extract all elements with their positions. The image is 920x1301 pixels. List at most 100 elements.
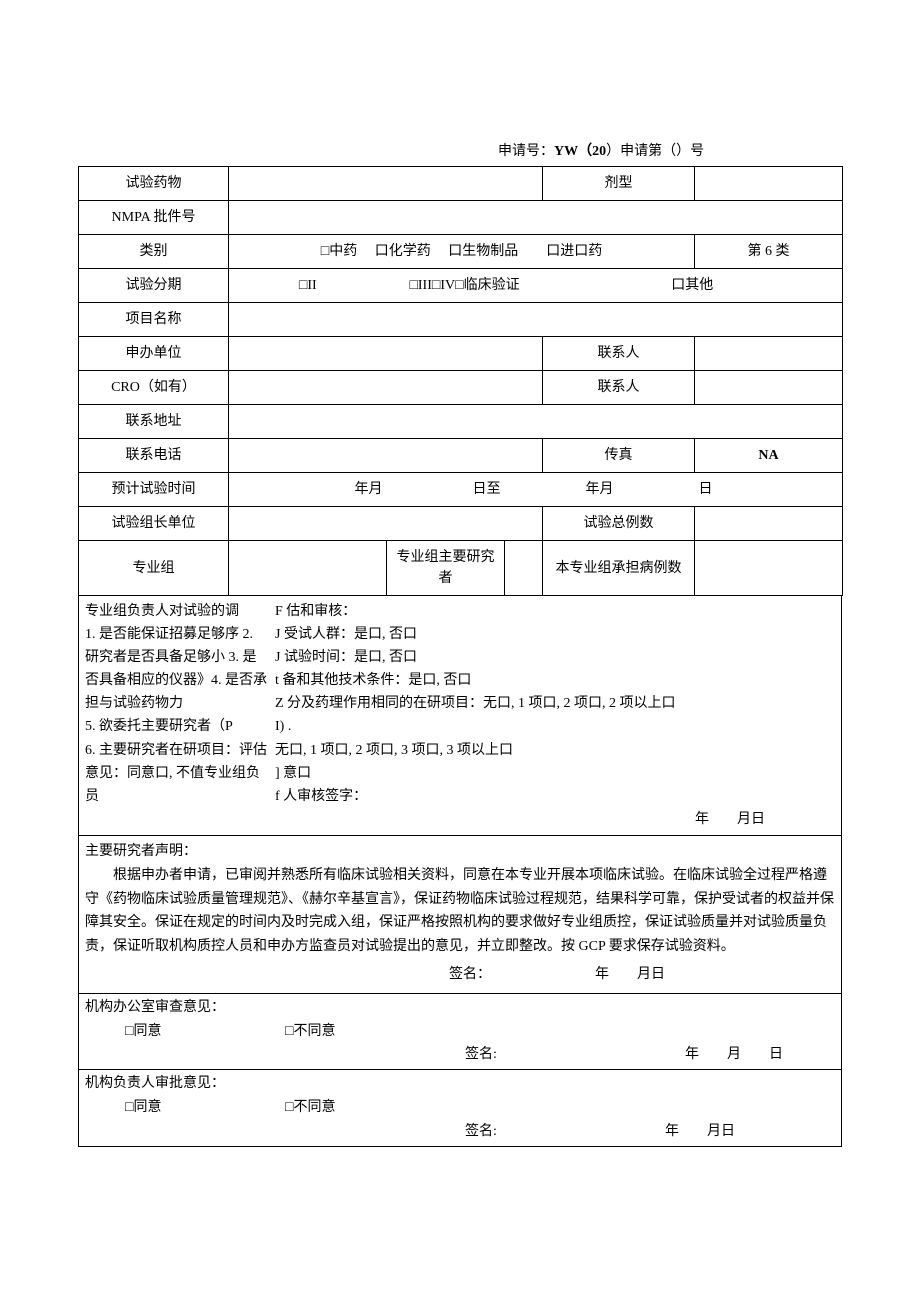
row-sponsor: 申办单位 联系人 bbox=[79, 337, 843, 371]
eval-l7a: 6. 主要研究者在研项目：评估 bbox=[85, 739, 275, 762]
row-phone: 联系电话 传真 NA bbox=[79, 439, 843, 473]
eval-l3b: J 试验时间：是口, 否口 bbox=[275, 646, 835, 669]
row-proj-name: 项目名称 bbox=[79, 303, 843, 337]
office-date: 年 月 日 bbox=[585, 1043, 835, 1067]
row-phase: 试验分期 □II □III□IV□临床验证 口其他 bbox=[79, 269, 843, 303]
eval-l8a: 意见：同意口, 不值专业组负 bbox=[85, 762, 275, 785]
label-contact-1: 联系人 bbox=[543, 337, 695, 371]
value-lead-site bbox=[229, 507, 543, 541]
eval-l1b: F 估和审核： bbox=[275, 600, 835, 623]
approve-sign: 签名: bbox=[465, 1120, 585, 1144]
app-no-suffix: ）号 bbox=[676, 144, 704, 159]
eval-l4b: t 备和其他技术条件：是口, 否口 bbox=[275, 669, 835, 692]
label-contact-2: 联系人 bbox=[543, 371, 695, 405]
office-disagree: □不同意 bbox=[285, 1020, 835, 1044]
app-no-mid: ）申请第（ bbox=[606, 144, 676, 159]
approve-disagree: □不同意 bbox=[285, 1096, 835, 1120]
label-spec-cases: 本专业组承担病例数 bbox=[543, 541, 695, 596]
decl-title: 主要研究者声明： bbox=[85, 840, 835, 864]
label-sponsor: 申办单位 bbox=[79, 337, 229, 371]
row-est-time: 预计试验时间 年月 日至 年月 日 bbox=[79, 473, 843, 507]
row-drug: 试验药物 剂型 bbox=[79, 167, 843, 201]
row-lead-site: 试验组长单位 试验总例数 bbox=[79, 507, 843, 541]
value-spec-pi bbox=[505, 541, 543, 596]
value-total-cases bbox=[695, 507, 843, 541]
value-address bbox=[229, 405, 843, 439]
row-category: 类别 □中药 口化学药 口生物制品 口进口药 第 6 类 bbox=[79, 235, 843, 269]
value-contact-2 bbox=[695, 371, 843, 405]
eval-l9a: 员 bbox=[85, 785, 275, 808]
value-sponsor bbox=[229, 337, 543, 371]
label-phase: 试验分期 bbox=[79, 269, 229, 303]
declaration-block: 主要研究者声明： 根据申办者申请，已审阅并熟悉所有临床试验相关资料，同意在本专业… bbox=[78, 836, 842, 994]
phase-opt-b: □III□IV□临床验证 bbox=[387, 269, 543, 303]
label-phone: 联系电话 bbox=[79, 439, 229, 473]
est-blank bbox=[725, 473, 843, 507]
eval-l9b: f 人审核签字： bbox=[275, 785, 835, 808]
eval-l1a: 专业组负责人对试验的调 bbox=[85, 600, 275, 623]
eval-date: 年 月日 bbox=[85, 808, 835, 831]
eval-l8b: ] 意口 bbox=[275, 762, 835, 785]
eval-l5a: 担与试验药物力 bbox=[85, 692, 275, 715]
label-address: 联系地址 bbox=[79, 405, 229, 439]
phase-opt-a: □II bbox=[229, 269, 387, 303]
est-ym-1: 年月 bbox=[229, 473, 387, 507]
est-d: 日 bbox=[695, 473, 725, 507]
office-title: 机构办公室审查意见： bbox=[85, 996, 835, 1020]
app-no-prefix: 申请号： bbox=[498, 144, 554, 159]
office-agree: □同意 bbox=[85, 1020, 285, 1044]
eval-l7b: 无口, 1 项口, 2 项口, 3 项口, 3 项以上口 bbox=[275, 739, 835, 762]
row-cro: CRO（如有） 联系人 bbox=[79, 371, 843, 405]
class-6: 第 6 类 bbox=[695, 235, 843, 269]
phase-opt-c: 口其他 bbox=[543, 269, 843, 303]
label-category: 类别 bbox=[79, 235, 229, 269]
eval-l6b: I) . bbox=[275, 715, 835, 738]
value-phone bbox=[229, 439, 543, 473]
label-drug: 试验药物 bbox=[79, 167, 229, 201]
label-est-time: 预计试验时间 bbox=[79, 473, 229, 507]
value-fax: NA bbox=[695, 439, 843, 473]
eval-l5b: Z 分及药理作用相同的在研项目：无口, 1 项口, 2 项口, 2 项以上口 bbox=[275, 692, 835, 715]
label-fax: 传真 bbox=[543, 439, 695, 473]
eval-l2a: 1. 是否能保证招募足够序 2. bbox=[85, 623, 275, 646]
label-dosage-form: 剂型 bbox=[543, 167, 695, 201]
row-nmpa: NMPA 批件号 bbox=[79, 201, 843, 235]
value-contact-1 bbox=[695, 337, 843, 371]
decl-date: 年 月日 bbox=[595, 963, 835, 987]
office-review-block: 机构办公室审查意见： □同意 □不同意 签名: 年 月 日 bbox=[78, 994, 842, 1070]
est-d-to: 日至 bbox=[387, 473, 505, 507]
approval-block: 机构负责人审批意见： □同意 □不同意 签名: 年 月日 bbox=[78, 1070, 842, 1146]
decl-body: 根据申办者申请，已审阅并熟悉所有临床试验相关资料，同意在本专业开展本项临床试验。… bbox=[85, 864, 835, 959]
eval-l6a: 5. 欲委托主要研究者（P bbox=[85, 715, 275, 738]
value-spec-group bbox=[229, 541, 387, 596]
value-proj-name bbox=[229, 303, 843, 337]
row-address: 联系地址 bbox=[79, 405, 843, 439]
eval-l4a: 否具备相应的仪器》4. 是否承 bbox=[85, 669, 275, 692]
value-nmpa bbox=[229, 201, 843, 235]
application-number-line: 申请号：YW（20）申请第（）号 bbox=[78, 140, 842, 160]
label-spec-group: 专业组 bbox=[79, 541, 229, 596]
est-ym-2: 年月 bbox=[505, 473, 695, 507]
office-sign: 签名: bbox=[465, 1043, 585, 1067]
decl-sign: 签名： bbox=[85, 963, 595, 987]
row-spec-group: 专业组 专业组主要研究者 本专业组承担病例数 bbox=[79, 541, 843, 596]
main-form-table: 试验药物 剂型 NMPA 批件号 类别 □中药 口化学药 口生物制品 口进口药 … bbox=[78, 166, 843, 596]
approve-agree: □同意 bbox=[85, 1096, 285, 1120]
eval-l3a: 研究者是否具备足够小 3. 是 bbox=[85, 646, 275, 669]
label-nmpa: NMPA 批件号 bbox=[79, 201, 229, 235]
label-lead-site: 试验组长单位 bbox=[79, 507, 229, 541]
label-proj-name: 项目名称 bbox=[79, 303, 229, 337]
label-total-cases: 试验总例数 bbox=[543, 507, 695, 541]
app-no-code: YW（20 bbox=[554, 144, 606, 159]
category-options: □中药 口化学药 口生物制品 口进口药 bbox=[229, 235, 695, 269]
approve-title: 机构负责人审批意见： bbox=[85, 1072, 835, 1096]
label-spec-pi: 专业组主要研究者 bbox=[387, 541, 505, 596]
label-cro: CRO（如有） bbox=[79, 371, 229, 405]
evaluation-block: 专业组负责人对试验的调F 估和审核： 1. 是否能保证招募足够序 2.J 受试人… bbox=[78, 596, 842, 836]
value-spec-cases bbox=[695, 541, 843, 596]
eval-l2b: J 受试人群：是口, 否口 bbox=[275, 623, 835, 646]
value-drug bbox=[229, 167, 543, 201]
value-dosage-form bbox=[695, 167, 843, 201]
value-cro bbox=[229, 371, 543, 405]
approve-date: 年 月日 bbox=[585, 1120, 835, 1144]
